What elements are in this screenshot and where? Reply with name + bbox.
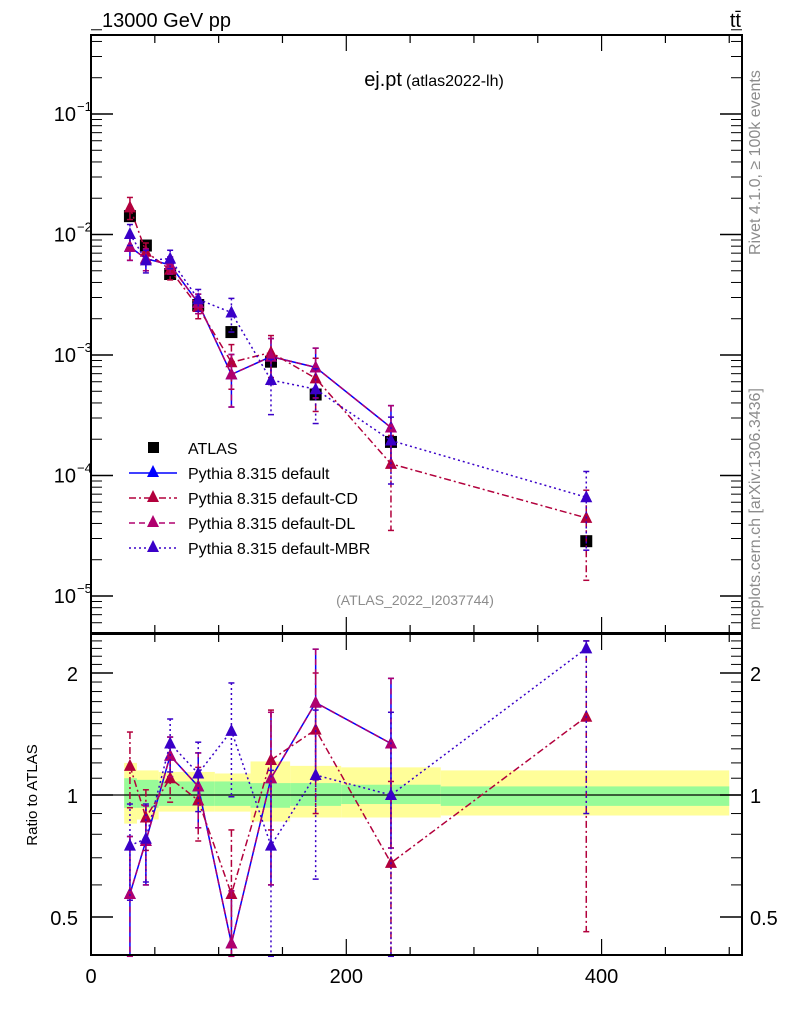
y-tick-label-exponent: −3 bbox=[77, 340, 92, 355]
ratio-data-point-marker bbox=[192, 779, 205, 792]
ratio-uncertainty-bands bbox=[124, 761, 730, 824]
data-point-marker bbox=[225, 367, 238, 380]
ratio-data-point-marker bbox=[164, 736, 177, 749]
data-point-marker bbox=[123, 226, 136, 239]
source-label: mcplots.cern.ch [arXiv:1306.3436] bbox=[747, 388, 764, 630]
x-tick-label: 200 bbox=[330, 966, 363, 988]
legend-marker-triangle bbox=[147, 540, 159, 552]
ratio-data-point-marker bbox=[309, 695, 322, 708]
data-point-marker bbox=[123, 200, 136, 213]
y-tick-label: 10 bbox=[54, 225, 76, 247]
plot-title: ej.pt bbox=[364, 69, 402, 91]
data-point-marker bbox=[164, 251, 177, 264]
legend-entry-label: Pythia 8.315 default-MBR bbox=[188, 541, 370, 558]
ratio-y-tick-label: 1 bbox=[67, 786, 78, 808]
series-line bbox=[129, 207, 587, 519]
data-point-marker bbox=[264, 349, 277, 362]
ratio-y-axis-label: Ratio to ATLAS bbox=[24, 744, 41, 845]
data-point-marker bbox=[384, 420, 397, 433]
legend-entry-label: Pythia 8.315 default-DL bbox=[188, 516, 355, 533]
ratio-series-line bbox=[129, 701, 392, 944]
x-tick-label: 400 bbox=[585, 966, 618, 988]
ratio-y-tick-label: 0.5 bbox=[50, 908, 78, 930]
ratio-data-point-marker bbox=[225, 936, 238, 949]
data-point-marker bbox=[264, 373, 277, 386]
series-pythia-8-315-default-mbr bbox=[123, 223, 593, 551]
y-tick-label: 10 bbox=[54, 104, 76, 126]
ratio-data-point-marker bbox=[384, 788, 397, 800]
plot-subtitle: (atlas2022-lh) bbox=[406, 73, 504, 90]
ratio-axis-ticks: 0.5 0.5 1 1 2 2 0 200 400 bbox=[50, 634, 778, 988]
ratio-y-tick-label: 2 bbox=[67, 664, 78, 686]
data-point-marker bbox=[309, 371, 322, 384]
y-tick-label: 10 bbox=[54, 345, 76, 367]
legend-marker-triangle bbox=[147, 515, 159, 527]
legend: ATLAS Pythia 8.315 default Pythia 8.315 de… bbox=[129, 441, 370, 558]
data-point-marker bbox=[164, 257, 177, 270]
uncertainty-band-inner bbox=[214, 781, 251, 806]
ratio-data-point-marker bbox=[264, 838, 277, 851]
data-point-marker bbox=[225, 305, 238, 318]
data-point-marker bbox=[309, 382, 322, 395]
process-label: tt̄ bbox=[730, 10, 742, 32]
uncertainty-band-inner bbox=[158, 781, 215, 806]
data-point-marker bbox=[225, 355, 238, 368]
y-tick-label: 10 bbox=[54, 586, 76, 608]
energy-label: 13000 GeV pp bbox=[102, 10, 231, 32]
ratio-y-tick-label-right: 2 bbox=[750, 664, 761, 686]
legend-marker-triangle bbox=[147, 490, 159, 502]
ratio-data-point-marker bbox=[309, 722, 322, 735]
y-tick-label-exponent: −5 bbox=[77, 581, 92, 596]
ratio-data-point-marker bbox=[580, 641, 593, 654]
y-tick-label-exponent: −4 bbox=[77, 461, 92, 476]
rivet-version-label: Rivet 4.1.0, ≥ 100k events bbox=[747, 70, 764, 255]
data-point-marker bbox=[139, 253, 152, 266]
ratio-data-point-marker bbox=[139, 831, 152, 844]
ratio-y-tick-label-right: 1 bbox=[750, 786, 761, 808]
ratio-data-point-marker bbox=[192, 766, 205, 779]
data-point-marker bbox=[384, 433, 397, 446]
ratio-data-point-marker bbox=[580, 709, 593, 722]
ratio-data-point-marker bbox=[264, 753, 277, 766]
x-tick-label: 0 bbox=[85, 966, 96, 988]
y-tick-label-exponent: −2 bbox=[77, 220, 92, 235]
uncertainty-band-inner bbox=[136, 779, 159, 808]
data-point-marker bbox=[580, 490, 593, 503]
y-tick-label: 10 bbox=[54, 466, 76, 488]
uncertainty-band-inner bbox=[440, 786, 730, 806]
ratio-data-point-marker bbox=[309, 768, 322, 781]
ratio-data-point-marker bbox=[123, 886, 136, 899]
ratio-data-point-marker bbox=[225, 723, 238, 736]
series-line bbox=[129, 246, 392, 429]
ratio-data-point-marker bbox=[384, 855, 397, 868]
legend-marker-square bbox=[148, 442, 159, 453]
legend-entry-label: ATLAS bbox=[188, 441, 238, 458]
legend-marker-triangle bbox=[147, 465, 159, 477]
ratio-data-point-marker bbox=[123, 758, 136, 771]
data-point-marker bbox=[192, 292, 205, 305]
y-tick-label-exponent: −1 bbox=[77, 99, 92, 114]
main-series-layer bbox=[123, 196, 593, 582]
ratio-series-pythia-8-315-default-mbr bbox=[123, 640, 593, 958]
legend-entry-label: Pythia 8.315 default-CD bbox=[188, 491, 358, 508]
ratio-y-tick-label-right: 0.5 bbox=[750, 908, 778, 930]
legend-entry-label: Pythia 8.315 default bbox=[188, 466, 330, 483]
main-axis-ticks: 10−110−210−310−410−5 bbox=[54, 29, 742, 633]
ratio-series-layer bbox=[123, 640, 593, 958]
ratio-data-point-marker bbox=[123, 838, 136, 851]
analysis-id-label: (ATLAS_2022_I2037744) bbox=[336, 592, 494, 608]
